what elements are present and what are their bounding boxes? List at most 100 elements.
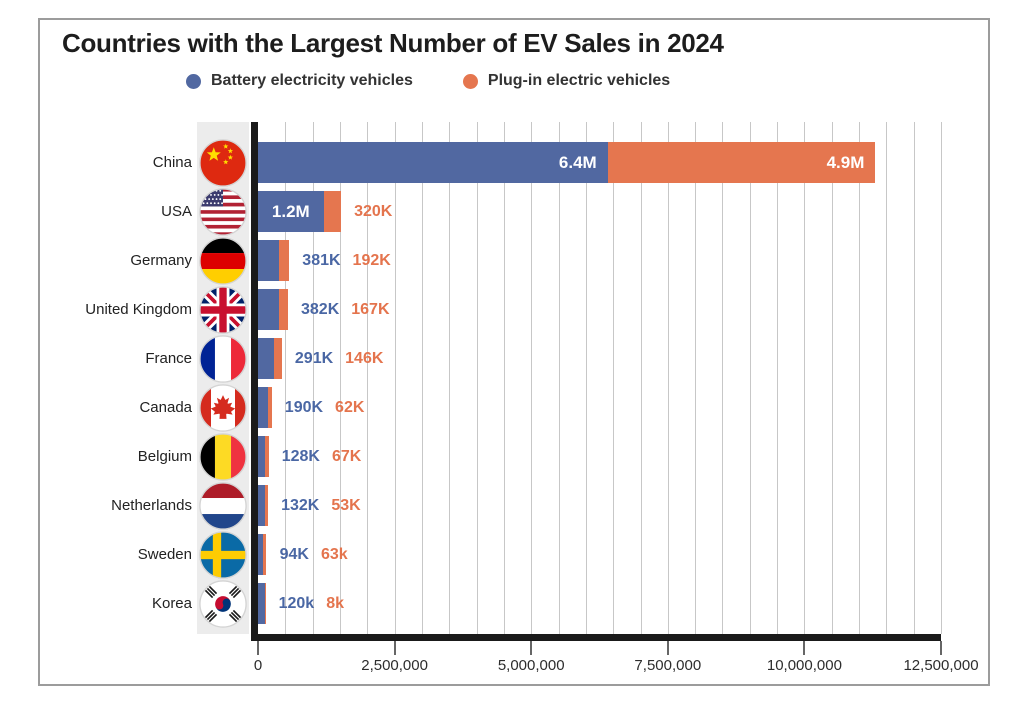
- bar-bev-belgium: [258, 436, 265, 477]
- phev-value-label: 67K: [331, 447, 362, 465]
- outside-value-labels: 320K: [354, 191, 392, 232]
- phev-value-label: 63k: [320, 545, 348, 563]
- bar-bev-korea: [258, 583, 265, 624]
- bar-phev-netherlands: [265, 485, 269, 526]
- legend-label-phev: Plug-in electric vehicles: [487, 72, 671, 89]
- country-label: Germany: [130, 252, 192, 269]
- outside-value-labels: 128K 67K: [282, 436, 362, 477]
- gridline: [367, 122, 369, 634]
- phev-value-label: 167K: [351, 300, 390, 318]
- country-label: United Kingdom: [85, 301, 192, 318]
- x-axis-tick-label: 2,500,000: [361, 657, 428, 674]
- country-label: USA: [161, 203, 192, 220]
- legend-item-bev: Battery electricity vehicles: [186, 72, 413, 90]
- bar-bev-germany: [258, 240, 279, 281]
- bar-phev-canada: [268, 387, 272, 428]
- bar-bev-canada: [258, 387, 269, 428]
- bar-phev-uk: [278, 289, 288, 330]
- bar-phev-usa: [323, 191, 342, 232]
- flag-sweden-icon: [199, 530, 247, 579]
- chart-frame: Countries with the Largest Number of EV …: [38, 18, 990, 686]
- gridline: [722, 122, 724, 634]
- x-axis-major-tick: [666, 641, 669, 655]
- bev-value-label: 381K: [302, 251, 341, 269]
- bar-phev-belgium: [265, 436, 269, 477]
- gridline: [285, 122, 287, 634]
- x-axis-tick-label: 5,000,000: [497, 657, 565, 674]
- phev-value-label: 53K: [331, 496, 361, 514]
- gridline: [531, 122, 533, 634]
- outside-value-labels: 132K 53K: [281, 485, 361, 526]
- gridline: [558, 122, 560, 634]
- gridline: [777, 122, 779, 634]
- flag-germany-icon: [199, 236, 247, 285]
- bev-value-label: 120k: [278, 594, 315, 612]
- outside-value-labels: 120k 8k: [279, 583, 344, 624]
- gridline: [340, 122, 341, 634]
- outside-value-labels: 382K 167K: [301, 289, 390, 330]
- gridline: [749, 122, 751, 634]
- phev-value-label: 146K: [345, 349, 384, 367]
- bev-value-label: 1.2M: [271, 201, 310, 221]
- country-label: Netherlands: [111, 497, 192, 514]
- x-axis-tick-label: 10,000,000: [766, 657, 842, 674]
- plot-area: China 6.4M 4.9M USA 1.2M 320K Germany 381K 192K U…: [40, 20, 992, 688]
- x-axis-major-tick: [940, 641, 942, 655]
- gridline: [831, 122, 833, 634]
- bar-phev-sweden: [263, 534, 267, 575]
- x-axis-major-tick: [257, 641, 259, 655]
- gridline: [585, 122, 587, 634]
- country-label: Canada: [139, 399, 192, 416]
- gridline: [886, 122, 888, 634]
- bar-phev-germany: [278, 240, 290, 281]
- legend-dot-phev-icon: [462, 73, 478, 89]
- y-axis-line: [251, 122, 258, 641]
- outside-value-labels: 381K 192K: [302, 240, 391, 281]
- x-axis-tick-label: 0: [253, 657, 263, 674]
- gridline: [913, 122, 915, 634]
- bar-phev-korea: [264, 583, 266, 624]
- gridline: [804, 122, 806, 634]
- bar-phev-france: [273, 338, 282, 379]
- x-axis-tick-label: 7,500,000: [634, 657, 702, 674]
- flag-usa-icon: [199, 187, 247, 236]
- x-axis-major-tick: [803, 641, 806, 655]
- gridline: [613, 122, 615, 634]
- legend-dot-bev-icon: [186, 73, 201, 89]
- bev-value-label: 291K: [294, 349, 334, 367]
- bev-value-label: 94K: [279, 545, 309, 563]
- country-label: Belgium: [137, 448, 192, 465]
- gridline: [695, 122, 697, 634]
- outside-value-labels: 190K 62K: [285, 387, 365, 428]
- country-label: China: [152, 154, 192, 171]
- x-axis-major-tick: [393, 641, 396, 655]
- flag-canada-icon: [199, 383, 247, 432]
- gridline: [667, 122, 669, 634]
- bev-value-label: 382K: [301, 300, 340, 318]
- flag-france-icon: [199, 334, 247, 383]
- gridline: [640, 122, 642, 634]
- phev-value-label: 62K: [335, 398, 365, 416]
- outside-value-labels: 94K 63k: [280, 534, 348, 575]
- phev-value-label: 8k: [326, 594, 344, 612]
- bar-bev-uk: [258, 289, 279, 330]
- chart-title: Countries with the Largest Number of EV …: [62, 28, 724, 58]
- phev-value-label: 192K: [352, 251, 391, 269]
- outside-value-labels: 291K 146K: [295, 338, 384, 379]
- bev-value-label: 190K: [284, 398, 324, 416]
- bar-bev-france: [258, 338, 274, 379]
- bar-bev-china: 6.4M: [258, 142, 608, 183]
- gridline: [941, 122, 942, 634]
- bar-bev-netherlands: [258, 485, 266, 526]
- legend-item-phev: Plug-in electric vehicles: [462, 72, 671, 90]
- flag-uk-icon: [199, 285, 247, 334]
- country-label: Sweden: [137, 546, 192, 563]
- legend-label-bev: Battery electricity vehicles: [211, 72, 413, 89]
- gridline: [449, 122, 451, 634]
- gridline: [312, 122, 314, 634]
- flag-belgium-icon: [199, 432, 247, 481]
- flag-korea-icon: [199, 579, 247, 628]
- gridline: [421, 122, 423, 634]
- gridline: [394, 122, 396, 634]
